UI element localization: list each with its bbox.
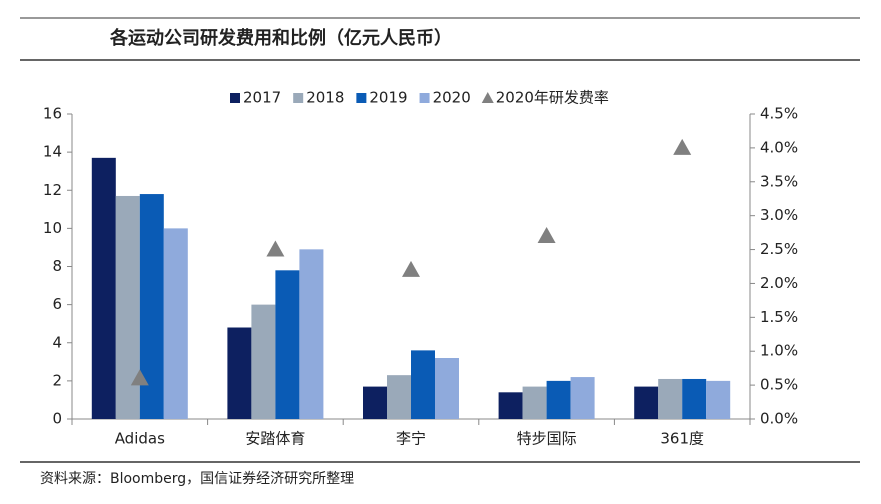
x-tick-label: 特步国际: [517, 430, 577, 448]
bar: [435, 358, 459, 419]
y2-tick-label: 1.5%: [760, 308, 798, 326]
legend-swatch: [356, 93, 367, 103]
y-tick-label: 2: [52, 371, 62, 389]
marker: [130, 369, 149, 386]
marker: [402, 260, 420, 277]
bar: [363, 386, 387, 419]
legend-label: 2018: [306, 89, 344, 107]
bar: [570, 377, 595, 419]
legend-swatch: [293, 93, 304, 103]
y2-tick-label: 2.5%: [760, 240, 798, 258]
x-tick-label: 361度: [660, 430, 704, 448]
legend-marker: [481, 92, 494, 103]
y-tick-label: 14: [43, 143, 62, 161]
bar: [522, 386, 547, 419]
bar: [251, 304, 276, 419]
y-tick-label: 12: [43, 181, 62, 199]
bar: [91, 157, 116, 419]
source: 资料来源：Bloomberg，国信证券经济研究所整理: [40, 471, 354, 487]
y-tick-label: 8: [52, 257, 62, 275]
y2-tick-label: 4.5%: [760, 105, 798, 123]
x-tick-label: 李宁: [396, 430, 426, 448]
bar: [275, 270, 300, 419]
y2-tick-label: 4.0%: [760, 138, 798, 156]
bar: [387, 375, 411, 419]
y-tick-label: 0: [52, 410, 62, 428]
bar: [706, 380, 731, 419]
bar: [227, 327, 252, 419]
legend-swatch: [230, 93, 240, 103]
legend-label: 2020: [433, 89, 471, 107]
bar: [498, 392, 523, 419]
marker: [537, 227, 556, 243]
y2-tick-label: 0.5%: [760, 376, 798, 394]
bar: [299, 249, 324, 419]
x-tick-label: Adidas: [115, 430, 165, 448]
bar: [546, 380, 571, 419]
bar: [682, 378, 707, 419]
bar: [411, 350, 435, 419]
y-tick-label: 10: [43, 219, 62, 237]
legend-label: 2019: [369, 89, 407, 107]
bar: [163, 228, 188, 419]
y2-tick-label: 3.0%: [760, 206, 798, 224]
marker: [266, 240, 285, 257]
marker: [673, 138, 692, 155]
legend-label: 2020年研发费率: [496, 89, 609, 107]
y2-tick-label: 0.0%: [760, 410, 798, 428]
y2-tick-label: 3.5%: [760, 172, 798, 190]
y-tick-label: 4: [52, 333, 62, 351]
y-tick-label: 16: [43, 105, 62, 123]
y2-tick-label: 1.0%: [760, 342, 798, 360]
y2-tick-label: 2.0%: [760, 274, 798, 292]
legend-label: 2017: [243, 89, 281, 107]
x-tick-label: 安踏体育: [245, 430, 305, 448]
y-tick-label: 6: [52, 295, 62, 313]
legend-swatch: [419, 93, 430, 103]
chart-title: 各运动公司研发费用和比例（亿元人民币）: [109, 27, 452, 49]
bar: [634, 386, 659, 419]
bar: [658, 378, 683, 419]
bar: [115, 195, 140, 419]
